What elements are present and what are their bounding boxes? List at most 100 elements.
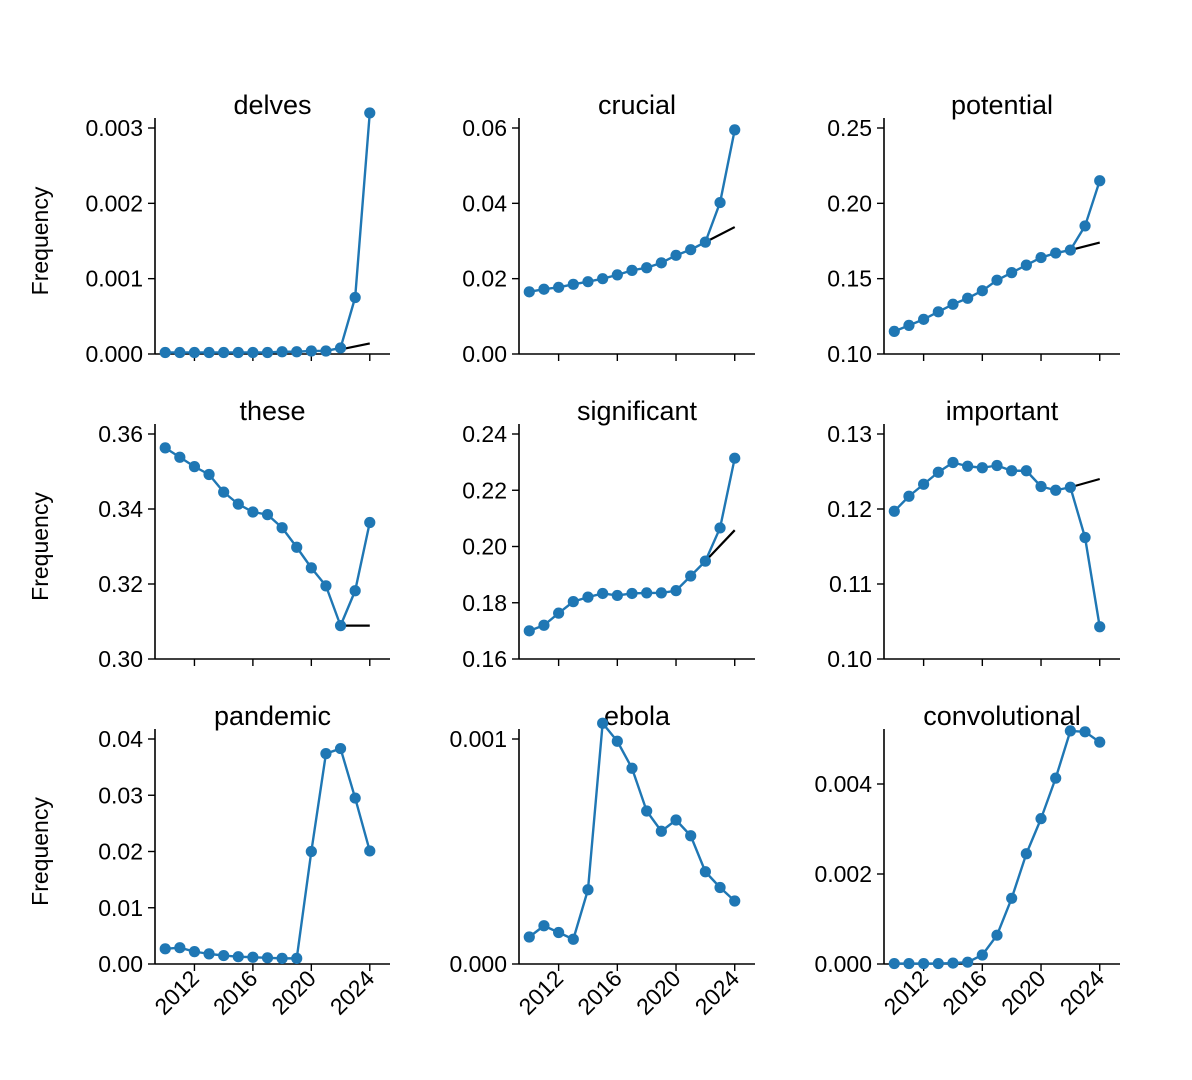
- data-point: [962, 956, 974, 968]
- y-tick-label: 0.36: [98, 421, 143, 447]
- data-point: [1050, 772, 1062, 784]
- series-line: [165, 747, 371, 960]
- series-line: [894, 729, 1101, 965]
- data-point: [1079, 531, 1091, 544]
- panel-title: ebola: [604, 701, 671, 731]
- y-tick-label: 0.24: [462, 421, 507, 447]
- y-tick-label: 0.16: [462, 646, 507, 672]
- panel-title: important: [946, 396, 1059, 426]
- x-tick-label: 2020: [266, 965, 321, 1020]
- data-point: [247, 506, 259, 518]
- data-point: [188, 946, 201, 958]
- x-tick-label: 2016: [208, 965, 263, 1020]
- x-tick-label: 2012: [149, 965, 204, 1020]
- data-point: [334, 342, 347, 354]
- data-point: [218, 486, 230, 498]
- data-point: [582, 884, 594, 896]
- data-point: [203, 346, 215, 359]
- data-point: [523, 625, 535, 637]
- data-point: [655, 587, 667, 599]
- data-point: [276, 346, 288, 358]
- x-tick-label: 2016: [937, 965, 992, 1020]
- data-point: [320, 345, 332, 357]
- data-point: [729, 452, 741, 464]
- series-line: [165, 112, 371, 354]
- data-point: [611, 589, 623, 602]
- panel-significant: 0.16 0.18 0.20 0.22 0.24 significant: [462, 396, 755, 672]
- data-point: [291, 541, 303, 553]
- data-point: [232, 346, 244, 359]
- panel-title: significant: [577, 396, 698, 426]
- data-point: [1050, 247, 1062, 259]
- data-point: [261, 952, 274, 964]
- data-point: [582, 276, 594, 288]
- y-tick-label: 0.10: [827, 341, 872, 367]
- data-point: [291, 952, 303, 964]
- data-point: [349, 792, 361, 804]
- data-point: [947, 456, 959, 469]
- data-point: [553, 281, 565, 293]
- data-point: [699, 866, 711, 878]
- data-point: [1020, 259, 1032, 271]
- data-point: [611, 735, 623, 747]
- data-point: [305, 345, 317, 357]
- data-point: [714, 522, 726, 534]
- data-point: [1094, 736, 1106, 748]
- data-point: [1035, 251, 1047, 264]
- y-tick-label: 0.12: [827, 496, 872, 522]
- data-point: [932, 306, 944, 318]
- data-point: [218, 949, 230, 962]
- series-line: [893, 180, 1101, 333]
- panel-title: delves: [233, 90, 311, 120]
- data-point: [320, 580, 332, 592]
- data-point: [976, 462, 988, 474]
- data-point: [729, 124, 741, 136]
- data-point: [1050, 484, 1062, 496]
- y-tick-label: 0.02: [98, 839, 143, 865]
- y-tick-label: 0.20: [462, 534, 507, 560]
- y-tick-label: 0.30: [98, 646, 143, 672]
- y-tick-label: 0.22: [462, 477, 507, 503]
- y-axis-label: Frequency: [27, 186, 53, 295]
- data-point: [247, 346, 259, 359]
- y-tick-label: 0.03: [98, 782, 143, 808]
- data-point: [567, 933, 579, 945]
- panel-title: these: [239, 396, 305, 426]
- x-tick-label: 2020: [996, 965, 1051, 1020]
- x-tick-label: 2024: [1055, 965, 1110, 1020]
- data-point: [364, 845, 376, 857]
- panel-title: potential: [951, 90, 1053, 120]
- data-point: [1064, 725, 1076, 737]
- data-point: [655, 825, 667, 837]
- data-point: [523, 286, 535, 298]
- data-point: [291, 346, 303, 358]
- data-point: [597, 587, 609, 600]
- y-tick-label: 0.04: [462, 190, 507, 216]
- data-point: [597, 717, 609, 729]
- data-point: [1079, 220, 1091, 232]
- x-tick-label: 2012: [879, 965, 934, 1020]
- data-point: [918, 313, 930, 325]
- data-point: [918, 478, 930, 490]
- data-point: [553, 926, 565, 939]
- data-point: [203, 948, 215, 960]
- panel-these: 0.30 0.32 0.34 0.36 these Frequency: [27, 396, 390, 672]
- data-point: [159, 442, 171, 454]
- data-point: [670, 249, 682, 261]
- data-point: [159, 346, 171, 359]
- panel-title: crucial: [598, 90, 676, 120]
- x-tick-label: 2024: [325, 965, 380, 1020]
- data-point: [714, 881, 726, 894]
- data-point: [1064, 244, 1076, 256]
- y-axis-label: Frequency: [27, 797, 53, 906]
- data-point: [1094, 175, 1106, 187]
- y-tick-label: 0.00: [98, 951, 143, 977]
- data-point: [962, 460, 974, 472]
- data-point: [364, 107, 376, 119]
- data-point: [553, 607, 565, 619]
- panel-potential: 0.10 0.15 0.20 0.25 potential: [827, 90, 1120, 367]
- data-point: [203, 468, 215, 481]
- y-tick-label: 0.20: [827, 190, 872, 216]
- data-point: [538, 619, 550, 631]
